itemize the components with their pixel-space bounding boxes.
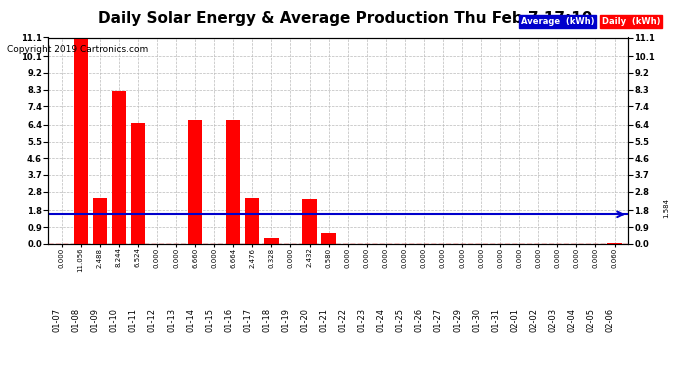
Text: 1.584: 1.584 <box>663 198 669 218</box>
Text: 02-02: 02-02 <box>529 308 538 332</box>
Text: 01-17: 01-17 <box>244 308 253 332</box>
Text: 01-21: 01-21 <box>319 308 328 332</box>
Bar <box>112 91 126 244</box>
Text: 0.000: 0.000 <box>554 248 560 268</box>
Text: 01-19: 01-19 <box>282 308 290 332</box>
Bar <box>188 120 202 244</box>
Bar <box>302 198 317 244</box>
Text: 01-18: 01-18 <box>262 308 271 332</box>
Text: 0.060: 0.060 <box>611 248 618 268</box>
Text: 01-10: 01-10 <box>110 308 119 332</box>
Text: 0.000: 0.000 <box>344 248 351 268</box>
Bar <box>322 233 336 244</box>
Text: 01-07: 01-07 <box>52 308 61 332</box>
Text: 0.000: 0.000 <box>440 248 446 268</box>
Text: 0.000: 0.000 <box>173 248 179 268</box>
Bar <box>131 123 145 244</box>
Text: 0.000: 0.000 <box>154 248 160 268</box>
Text: 01-12: 01-12 <box>148 308 157 332</box>
Text: 2.488: 2.488 <box>97 248 103 267</box>
Text: 01-29: 01-29 <box>453 308 462 332</box>
Bar <box>607 243 622 244</box>
Text: 0.000: 0.000 <box>516 248 522 268</box>
Text: 01-15: 01-15 <box>205 308 214 332</box>
Bar <box>245 198 259 244</box>
Text: 01-11: 01-11 <box>129 308 138 332</box>
Text: 0.580: 0.580 <box>326 248 332 268</box>
Text: 0.000: 0.000 <box>535 248 541 268</box>
Text: 0.000: 0.000 <box>364 248 370 268</box>
Text: 0.000: 0.000 <box>288 248 293 268</box>
Text: 0.000: 0.000 <box>573 248 580 268</box>
Text: 6.660: 6.660 <box>192 248 198 268</box>
Text: 01-30: 01-30 <box>472 308 481 332</box>
Text: 0.000: 0.000 <box>383 248 388 268</box>
Text: 02-01: 02-01 <box>510 308 519 332</box>
Text: 02-06: 02-06 <box>606 308 615 332</box>
Text: 01-16: 01-16 <box>224 308 233 332</box>
Text: Daily Solar Energy & Average Production Thu Feb 7 17:10: Daily Solar Energy & Average Production … <box>98 11 592 26</box>
Text: 8.244: 8.244 <box>116 248 122 267</box>
Text: 0.000: 0.000 <box>421 248 427 268</box>
Text: 0.000: 0.000 <box>497 248 503 268</box>
Text: 2.476: 2.476 <box>249 248 255 267</box>
Bar <box>226 120 240 244</box>
Text: 01-25: 01-25 <box>396 308 405 332</box>
Text: Daily  (kWh): Daily (kWh) <box>602 17 660 26</box>
Bar <box>74 38 88 244</box>
Text: 6.664: 6.664 <box>230 248 236 268</box>
Text: 01-23: 01-23 <box>357 308 366 332</box>
Text: 02-05: 02-05 <box>586 308 595 332</box>
Text: 0.000: 0.000 <box>59 248 65 268</box>
Text: 01-31: 01-31 <box>491 308 500 332</box>
Text: 2.432: 2.432 <box>306 248 313 267</box>
Text: 0.000: 0.000 <box>593 248 598 268</box>
Text: 01-27: 01-27 <box>434 308 443 332</box>
Text: 01-08: 01-08 <box>72 308 81 332</box>
Text: 6.524: 6.524 <box>135 248 141 267</box>
Text: 02-03: 02-03 <box>549 308 558 332</box>
Bar <box>92 198 107 244</box>
Text: 01-14: 01-14 <box>186 308 195 332</box>
Bar <box>264 238 279 244</box>
Text: 0.000: 0.000 <box>211 248 217 268</box>
Text: 0.328: 0.328 <box>268 248 275 268</box>
Text: 01-26: 01-26 <box>415 308 424 332</box>
Text: 0.000: 0.000 <box>459 248 465 268</box>
Text: 01-22: 01-22 <box>339 308 348 332</box>
Text: 01-13: 01-13 <box>167 308 176 332</box>
Text: 11.056: 11.056 <box>78 248 83 272</box>
Text: 01-20: 01-20 <box>301 308 310 332</box>
Text: 01-24: 01-24 <box>377 308 386 332</box>
Text: 0.000: 0.000 <box>478 248 484 268</box>
Text: 02-04: 02-04 <box>567 308 576 332</box>
Text: 01-09: 01-09 <box>91 308 100 332</box>
Text: Copyright 2019 Cartronics.com: Copyright 2019 Cartronics.com <box>7 45 148 54</box>
Text: Average  (kWh): Average (kWh) <box>521 17 595 26</box>
Text: 0.000: 0.000 <box>402 248 408 268</box>
